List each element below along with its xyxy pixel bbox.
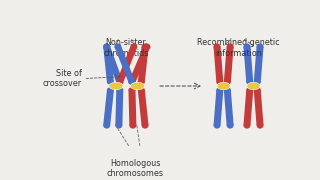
- Ellipse shape: [138, 87, 145, 92]
- Polygon shape: [244, 47, 253, 82]
- Polygon shape: [128, 47, 150, 82]
- Polygon shape: [254, 47, 264, 82]
- Polygon shape: [213, 90, 223, 125]
- Polygon shape: [103, 90, 114, 125]
- Ellipse shape: [128, 87, 135, 92]
- Ellipse shape: [116, 87, 123, 92]
- Polygon shape: [138, 47, 148, 82]
- Ellipse shape: [109, 82, 123, 90]
- Ellipse shape: [130, 43, 137, 50]
- Ellipse shape: [213, 122, 220, 129]
- Polygon shape: [103, 47, 123, 82]
- Ellipse shape: [244, 122, 251, 129]
- Polygon shape: [244, 90, 253, 125]
- Ellipse shape: [128, 80, 135, 85]
- Polygon shape: [213, 47, 223, 82]
- Ellipse shape: [141, 122, 148, 129]
- Ellipse shape: [115, 43, 121, 50]
- Ellipse shape: [224, 80, 231, 85]
- Polygon shape: [128, 90, 136, 125]
- Ellipse shape: [246, 80, 253, 85]
- Ellipse shape: [129, 122, 136, 129]
- Polygon shape: [103, 47, 114, 82]
- Polygon shape: [115, 90, 123, 125]
- Ellipse shape: [216, 80, 223, 85]
- Polygon shape: [138, 90, 148, 125]
- Ellipse shape: [217, 82, 230, 90]
- Ellipse shape: [213, 43, 220, 50]
- Ellipse shape: [246, 87, 253, 92]
- Ellipse shape: [107, 87, 114, 92]
- Polygon shape: [116, 47, 137, 82]
- Ellipse shape: [216, 87, 223, 92]
- Ellipse shape: [227, 122, 234, 129]
- Ellipse shape: [116, 80, 123, 85]
- Ellipse shape: [115, 122, 122, 129]
- Ellipse shape: [254, 87, 261, 92]
- Ellipse shape: [138, 80, 145, 85]
- Ellipse shape: [141, 43, 148, 50]
- Ellipse shape: [103, 122, 110, 129]
- Ellipse shape: [128, 80, 135, 85]
- Ellipse shape: [257, 43, 264, 50]
- Ellipse shape: [257, 122, 264, 129]
- Polygon shape: [115, 47, 135, 82]
- Ellipse shape: [103, 43, 110, 50]
- Ellipse shape: [227, 43, 234, 50]
- Text: Recombined genetic
information: Recombined genetic information: [197, 38, 280, 58]
- Ellipse shape: [103, 43, 110, 50]
- Ellipse shape: [244, 43, 251, 50]
- Polygon shape: [224, 90, 234, 125]
- Text: Homologous
chromosomes: Homologous chromosomes: [107, 159, 164, 178]
- Ellipse shape: [254, 80, 261, 85]
- Ellipse shape: [224, 87, 231, 92]
- Text: Site of
crossover: Site of crossover: [42, 69, 82, 88]
- Ellipse shape: [131, 82, 145, 90]
- Ellipse shape: [247, 82, 260, 90]
- Ellipse shape: [143, 43, 150, 50]
- Polygon shape: [224, 47, 234, 82]
- Ellipse shape: [107, 80, 114, 85]
- Polygon shape: [254, 90, 264, 125]
- Text: Non-sister
chromatids: Non-sister chromatids: [103, 38, 148, 58]
- Ellipse shape: [116, 80, 123, 85]
